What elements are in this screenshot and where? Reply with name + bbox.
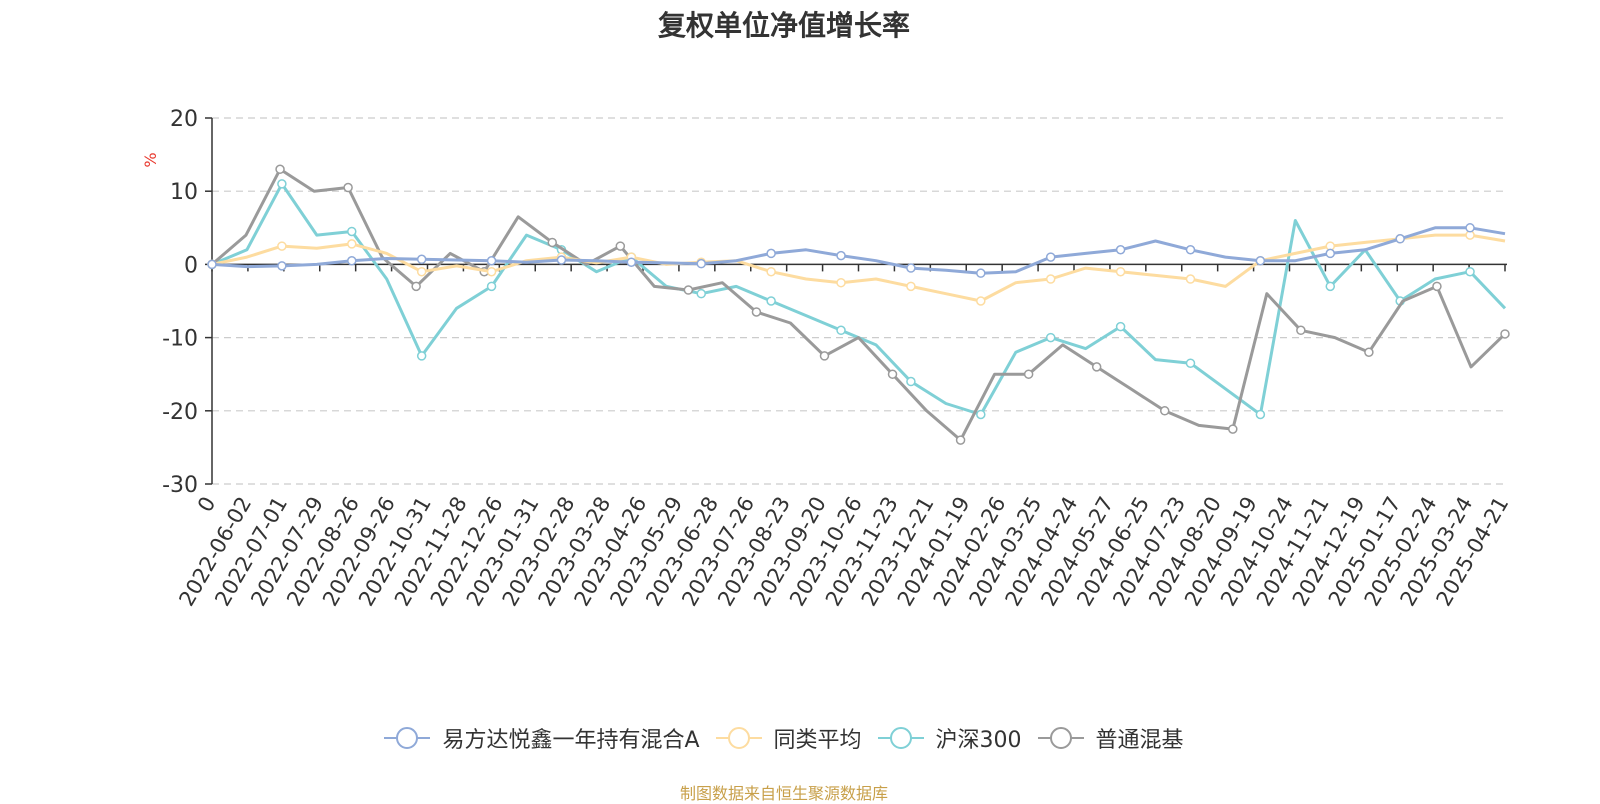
data-point — [615, 241, 626, 251]
legend-marker-icon — [715, 727, 762, 749]
data-point — [696, 288, 706, 299]
data-point — [683, 285, 694, 295]
legend-label: 沪深300 — [935, 728, 1022, 753]
legend-item[interactable]: 同类平均 — [715, 722, 862, 754]
data-point — [976, 409, 986, 420]
data-point — [1115, 321, 1126, 332]
data-point — [906, 263, 916, 273]
data-point — [1115, 245, 1126, 255]
data-point — [547, 237, 558, 248]
series-line — [212, 182, 1507, 416]
data-point — [696, 258, 706, 269]
data-point — [486, 281, 497, 292]
data-point — [906, 281, 916, 292]
data-point — [906, 376, 916, 387]
legend-label: 同类平均 — [773, 728, 862, 753]
data-point — [766, 296, 776, 306]
legend-label: 普通混基 — [1095, 728, 1184, 753]
data-point — [277, 179, 287, 189]
series-line — [212, 233, 1506, 303]
data-point — [1045, 252, 1056, 262]
data-point — [486, 266, 497, 277]
data-point — [626, 257, 637, 267]
data-point — [836, 277, 846, 288]
data-point — [836, 325, 846, 336]
data-point — [1325, 248, 1336, 259]
data-point — [277, 261, 287, 271]
legend-marker-icon — [384, 727, 431, 749]
chart-title: 复权单位净值增长率 — [657, 9, 910, 42]
legend-marker-icon — [877, 727, 924, 749]
data-point — [766, 248, 776, 259]
data-point — [486, 255, 497, 266]
data-point — [1185, 274, 1196, 284]
y-tick-label: 20 — [170, 107, 198, 132]
data-point — [411, 281, 421, 292]
legend-label: 易方达悦鑫一年持有混合A — [442, 728, 700, 753]
data-point — [887, 369, 898, 379]
data-point — [1325, 281, 1336, 292]
legend-item[interactable]: 沪深300 — [877, 722, 1022, 754]
data-point — [416, 266, 427, 277]
legend-item[interactable]: 普通混基 — [1037, 722, 1184, 754]
data-point — [347, 255, 357, 266]
data-point — [1045, 332, 1056, 343]
data-point — [1432, 281, 1442, 292]
data-point — [819, 351, 830, 361]
data-point — [556, 255, 567, 265]
data-point — [343, 182, 353, 193]
y-tick-label: 0 — [184, 253, 198, 278]
data-point — [1395, 234, 1405, 244]
source-note: 制图数据来自恒生聚源数据库 — [679, 784, 888, 803]
data-point — [416, 351, 427, 361]
data-point — [347, 239, 357, 249]
data-point — [1159, 406, 1170, 416]
data-point — [275, 164, 285, 174]
data-point — [955, 435, 966, 445]
data-point — [207, 259, 217, 270]
chart-legend: 易方达悦鑫一年持有混合A 同类平均 沪深300 普通混基 — [0, 722, 1568, 754]
data-point — [1465, 266, 1475, 277]
series-line — [212, 167, 1507, 442]
data-point — [1091, 362, 1102, 372]
data-point — [1045, 274, 1056, 284]
data-point — [1465, 223, 1475, 233]
data-point — [836, 250, 846, 261]
data-point — [1255, 409, 1266, 420]
data-point — [1296, 325, 1306, 336]
data-point — [976, 268, 986, 278]
data-point — [1255, 255, 1266, 266]
y-tick-label: -10 — [162, 327, 198, 352]
data-point — [277, 241, 287, 251]
data-point — [751, 307, 762, 317]
data-point — [1115, 266, 1126, 277]
data-point — [1023, 369, 1034, 379]
y-tick-label: 10 — [170, 180, 198, 205]
data-point — [347, 226, 357, 237]
data-point — [1185, 358, 1196, 368]
y-tick-label: -30 — [162, 473, 198, 498]
data-point — [766, 266, 776, 277]
y-axis-label: % — [141, 152, 160, 167]
legend-item[interactable]: 易方达悦鑫一年持有混合A — [384, 722, 700, 754]
series-line — [212, 226, 1506, 275]
legend-marker-icon — [1037, 727, 1084, 749]
data-point — [1364, 347, 1374, 357]
data-point — [976, 296, 986, 306]
data-point — [1500, 329, 1510, 339]
data-point — [1185, 245, 1196, 255]
data-point — [416, 254, 427, 265]
data-point — [1228, 424, 1238, 434]
y-tick-label: -20 — [162, 400, 198, 425]
x-tick-label: 0 — [193, 493, 220, 517]
